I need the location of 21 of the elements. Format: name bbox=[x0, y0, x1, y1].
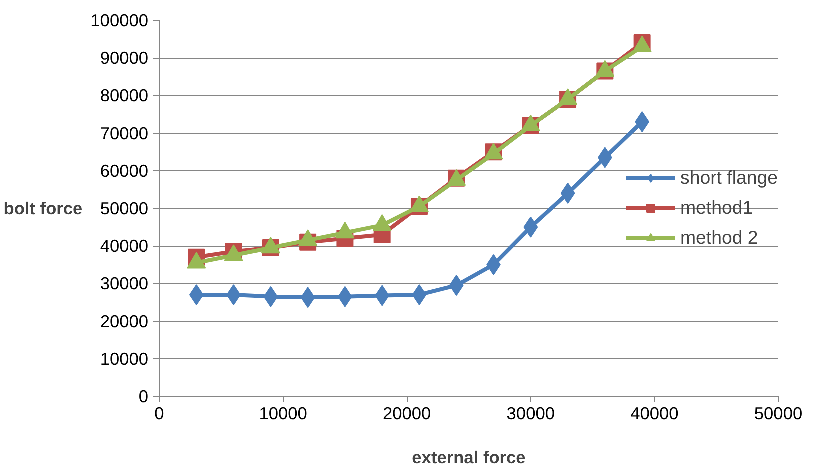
x-tick-label: 30000 bbox=[506, 404, 555, 424]
x-axis-title: external force bbox=[412, 448, 526, 468]
y-tick-label: 60000 bbox=[100, 160, 148, 181]
x-tick-label: 10000 bbox=[259, 404, 308, 424]
y-tick-label: 100000 bbox=[90, 10, 149, 30]
y-tick-label: 90000 bbox=[100, 48, 148, 68]
y-tick-label: 10000 bbox=[100, 348, 148, 369]
y-tick-label: 50000 bbox=[100, 198, 148, 218]
x-tick-label: 50000 bbox=[754, 404, 803, 424]
y-tick-label: 30000 bbox=[100, 274, 148, 294]
y-tick-label: 20000 bbox=[100, 311, 148, 332]
x-tick-label: 0 bbox=[154, 404, 164, 424]
y-tick-label: 40000 bbox=[100, 236, 148, 256]
legend-label: method 2 bbox=[680, 227, 758, 249]
y-tick-label: 0 bbox=[138, 386, 149, 406]
y-axis-title: bolt force bbox=[4, 198, 84, 218]
x-tick-label: 20000 bbox=[383, 404, 432, 424]
x-tick-label: 40000 bbox=[630, 404, 679, 424]
legend-label: short flange bbox=[680, 167, 778, 189]
y-tick-label: 80000 bbox=[100, 86, 148, 106]
y-tick-label: 70000 bbox=[100, 123, 148, 144]
